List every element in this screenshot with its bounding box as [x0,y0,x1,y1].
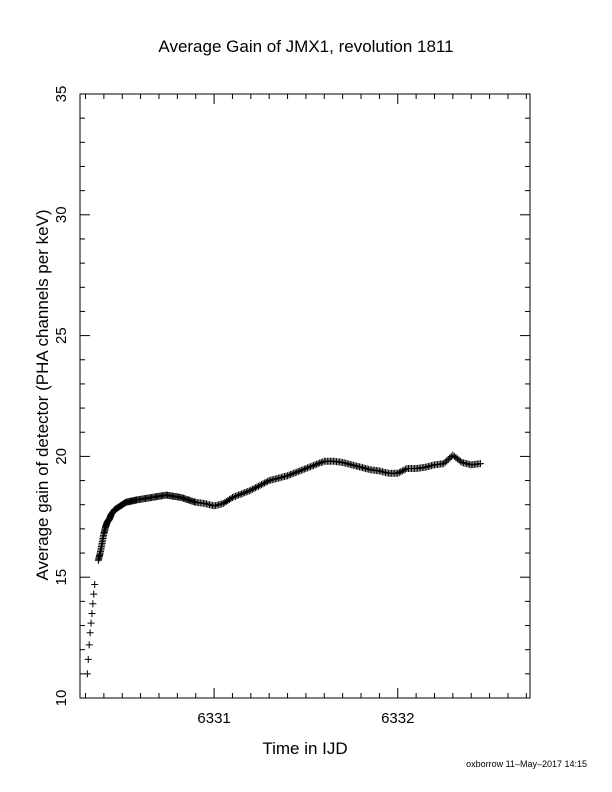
data-point [256,481,264,489]
data-point [307,463,315,471]
data-point [299,466,307,474]
data-point [397,468,405,476]
x-axis-label: Time in IJD [262,739,347,758]
data-point [83,670,91,678]
data-point [248,485,256,493]
data-point [86,629,94,637]
data-point [88,609,96,617]
data-point [242,488,250,496]
data-point [238,490,246,498]
data-point [314,460,322,468]
footer-credit: oxborrow 11–May–2017 14:15 [466,759,587,769]
data-point [291,469,299,477]
x-tick-label: 6331 [197,710,230,727]
data-point [250,485,258,493]
data-point [244,487,252,495]
data-point [398,467,406,475]
data-point [261,479,269,487]
data-point [303,464,311,472]
x-tick-label: 6332 [381,710,414,727]
data-point [236,490,244,498]
y-tick-label: 30 [53,206,70,223]
data-point [251,484,259,492]
data-point [285,471,293,479]
data-point [227,494,235,502]
data-point [232,492,240,500]
data-point [253,483,261,491]
plot-frame [79,93,531,699]
data-point [395,469,403,477]
y-tick-label: 25 [53,327,70,344]
data-point [235,491,243,499]
chart-title: Average Gain of JMX1, revolution 1811 [158,37,453,56]
data-point [317,458,325,466]
data-point [296,467,304,475]
data-point [233,492,241,500]
data-point [401,465,409,473]
data-point [247,486,255,494]
data-point [245,487,253,495]
data-point [457,457,465,465]
data-point [290,469,298,477]
data-point [85,641,93,649]
data-point [254,482,262,490]
data-point [228,493,236,501]
data-point [293,468,301,476]
data-point [300,465,308,473]
data-point [310,461,318,469]
data-point [476,460,484,468]
data-point [305,463,313,471]
data-point [316,459,324,467]
data-point [311,461,319,469]
data-point [294,468,302,475]
data-point [302,464,310,472]
data-point [400,466,408,474]
data-points [83,451,484,678]
data-point [262,478,270,486]
data-point [288,470,296,478]
data-point [91,580,99,588]
y-tick-label: 20 [53,448,70,465]
data-point [313,460,321,468]
data-point [230,493,238,501]
data-point [258,481,266,489]
y-tick-label: 10 [53,690,70,707]
x-axis: 6331 6332 [85,94,527,727]
data-point [319,458,327,466]
y-axis: 10 15 20 25 30 35 [53,86,530,707]
data-point [287,471,295,479]
data-point [239,489,247,497]
data-point [90,590,98,598]
data-point [259,480,267,488]
data-point [87,619,95,627]
y-tick-label: 35 [53,86,70,103]
data-point [89,600,97,608]
data-point [241,489,249,497]
data-point [308,462,316,470]
y-axis-label: Average gain of detector (PHA channels p… [33,209,52,580]
data-point [264,477,272,485]
data-point [394,469,402,477]
data-point [284,472,292,480]
y-tick-label: 15 [53,569,70,586]
data-point [84,655,92,663]
data-point [297,466,305,474]
